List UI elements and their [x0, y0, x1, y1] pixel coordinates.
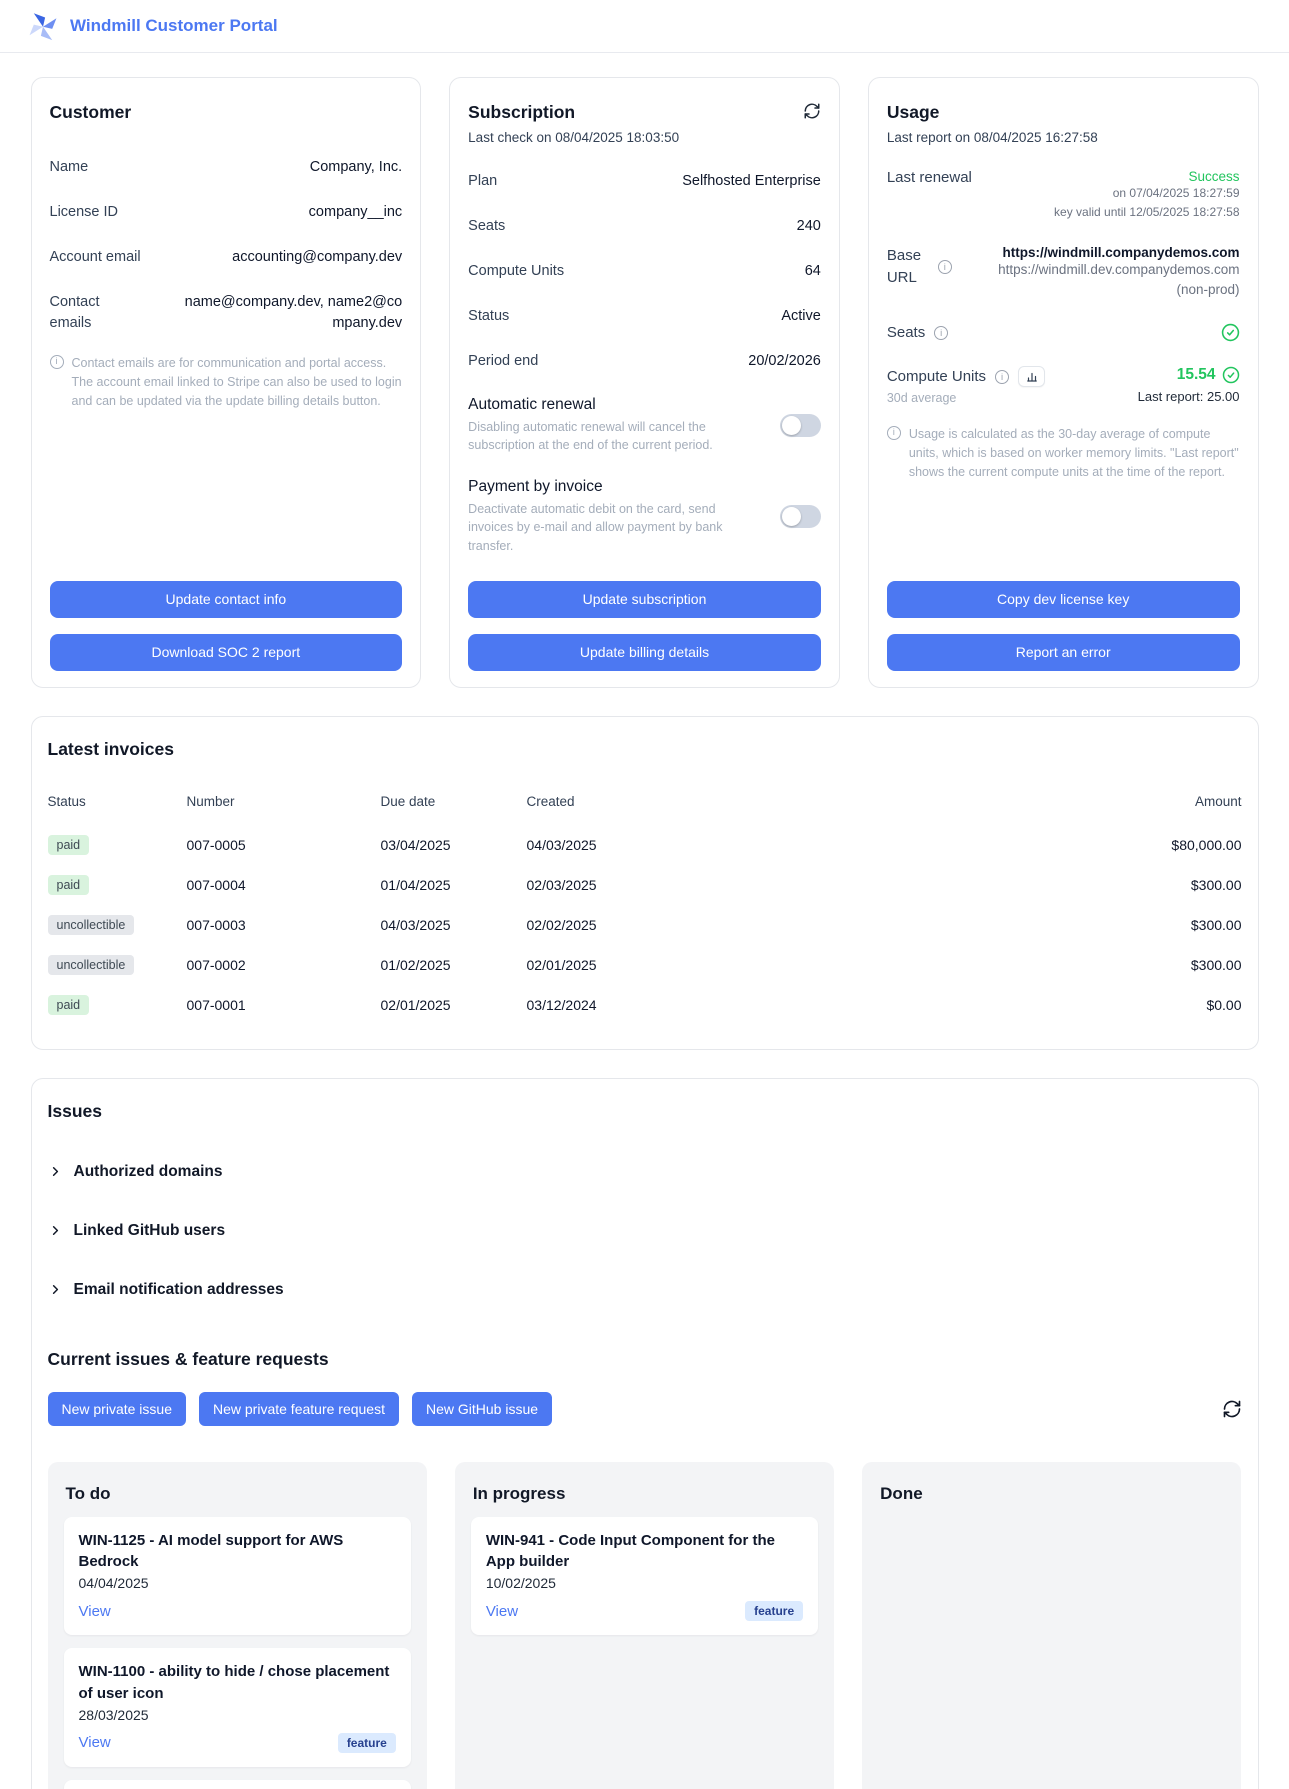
col-amount: Amount	[1194, 793, 1242, 809]
renewal-status: Success	[1188, 169, 1240, 184]
seats-usage-row: Seats i	[887, 323, 1240, 342]
new-github-issue-button[interactable]: New GitHub issue	[411, 1391, 553, 1426]
usage-note: i Usage is calculated as the 30-day aver…	[886, 425, 1240, 481]
issues-title: Issues	[47, 1100, 102, 1121]
automatic-renewal-row: Automatic renewal Disabling automatic re…	[468, 396, 821, 454]
base-url-row: Base URL i https://windmill.companydemos…	[887, 245, 1240, 299]
collapsible-linked-github-users[interactable]: Linked GitHub users	[48, 1199, 1242, 1240]
invoices-header-row: Status Number Due date Created Amount	[48, 794, 1242, 825]
info-icon: i	[995, 370, 1010, 385]
col-created: Created	[526, 793, 575, 809]
new-private-feature-request-button[interactable]: New private feature request	[199, 1391, 399, 1426]
usage-card-title: Usage	[886, 102, 940, 122]
info-icon: i	[934, 326, 949, 341]
new-private-issue-button[interactable]: New private issue	[47, 1391, 186, 1426]
base-url-secondary: https://windmill.dev.companydemos.com (n…	[998, 262, 1240, 297]
automatic-renewal-toggle[interactable]	[779, 413, 821, 437]
download-soc2-report-button[interactable]: Download SOC 2 report	[49, 633, 403, 671]
seats-ok-icon	[1221, 323, 1240, 342]
latest-invoices-card: Latest invoices Status Number Due date C…	[30, 715, 1259, 1050]
customer-row-account-email: Account email accounting@company.dev	[49, 249, 403, 266]
info-icon: i	[886, 426, 901, 441]
app-title: Windmill Customer Portal	[70, 16, 278, 35]
kanban-card[interactable]: WIN-1100 - ability to hide / chose place…	[63, 1648, 411, 1767]
invoices-title: Latest invoices	[47, 738, 174, 759]
refresh-issues-icon[interactable]	[1222, 1399, 1242, 1419]
collapsible-email-notification-addresses[interactable]: Email notification addresses	[48, 1258, 1242, 1299]
last-renewal-row: Last renewal Success on 07/04/2025 18:27…	[886, 169, 1240, 219]
table-row: paid 007-0005 03/04/2025 04/03/2025 $80,…	[47, 825, 1242, 865]
compute-units-last-report: Last report: 25.00	[1137, 389, 1240, 405]
report-an-error-button[interactable]: Report an error	[886, 633, 1240, 671]
col-due-date: Due date	[380, 793, 436, 809]
view-issue-link[interactable]: View	[78, 1734, 111, 1752]
kanban-card[interactable]: WIN-1095 - Custom URLs for HTTP routes. …	[63, 1779, 411, 1789]
top-bar: Windmill Customer Portal	[0, 0, 1289, 53]
customer-row-license: License ID company__inc	[49, 204, 403, 221]
payment-by-invoice-row: Payment by invoice Deactivate automatic …	[468, 478, 821, 554]
issue-actions-row: New private issue New private feature re…	[47, 1391, 1242, 1426]
windmill-logo-icon	[26, 9, 60, 43]
status-badge: uncollectible	[47, 914, 135, 935]
customer-card: Customer Name Company, Inc. License ID c…	[30, 77, 422, 688]
issues-board: To do WIN-1125 - AI model support for AW…	[47, 1461, 1242, 1789]
payment-by-invoice-toggle[interactable]	[779, 505, 821, 529]
invoices-table: Status Number Due date Created Amount pa…	[47, 794, 1242, 1025]
subscription-row-status: Status Active	[468, 308, 821, 325]
status-badge: paid	[47, 874, 90, 895]
compute-units-ok-icon	[1222, 366, 1240, 384]
customer-row-name: Name Company, Inc.	[49, 159, 403, 175]
table-row: uncollectible 007-0002 01/02/2025 02/01/…	[47, 945, 1242, 985]
subscription-row-plan: Plan Selfhosted Enterprise	[468, 173, 821, 189]
customer-row-contact-emails: Contact emails name@company.dev, name2@c…	[49, 294, 403, 332]
subscription-row-compute-units: Compute Units 64	[468, 263, 821, 280]
issues-card: Issues Authorized domains Linked GitHub …	[30, 1077, 1259, 1789]
usage-card: Usage Last report on 08/04/2025 16:27:58…	[867, 77, 1259, 688]
compute-units-usage-row: Compute Units i 30d average 15.54	[886, 366, 1240, 406]
update-subscription-button[interactable]: Update subscription	[468, 580, 821, 618]
table-row: paid 007-0004 01/04/2025 02/03/2025 $300…	[47, 865, 1242, 905]
table-row: paid 007-0001 02/01/2025 03/12/2024 $0.0…	[47, 985, 1242, 1025]
subscription-card-title: Subscription	[468, 102, 576, 122]
subscription-row-seats: Seats 240	[468, 218, 821, 235]
subscription-row-period-end: Period end 20/02/2026	[468, 353, 821, 370]
collapsible-authorized-domains[interactable]: Authorized domains	[48, 1140, 1242, 1181]
usage-last-report: Last report on 08/04/2025 16:27:58	[886, 130, 1098, 145]
status-badge: paid	[47, 834, 90, 855]
kanban-card[interactable]: WIN-941 - Code Input Component for the A…	[470, 1516, 819, 1636]
status-badge: paid	[47, 994, 90, 1015]
table-row: uncollectible 007-0003 04/03/2025 02/02/…	[47, 905, 1242, 945]
update-contact-info-button[interactable]: Update contact info	[49, 580, 403, 618]
info-icon: i	[937, 260, 952, 275]
summary-cards-row: Customer Name Company, Inc. License ID c…	[30, 77, 1259, 688]
chevron-right-icon	[52, 1285, 58, 1295]
compute-units-chart-button[interactable]	[1018, 366, 1046, 388]
compute-units-subnote: 30d average	[886, 391, 957, 406]
kanban-column-done: Done	[862, 1461, 1242, 1789]
compute-units-value: 15.54	[1176, 366, 1216, 384]
feature-tag: feature	[337, 1732, 396, 1753]
kanban-column-todo: To do WIN-1125 - AI model support for AW…	[47, 1461, 427, 1789]
info-icon: i	[49, 355, 64, 370]
subscription-card: Subscription Last check on 08/04/2025 18…	[449, 77, 840, 688]
kanban-card[interactable]: WIN-1125 - AI model support for AWS Bedr…	[63, 1516, 411, 1636]
chevron-right-icon	[52, 1226, 58, 1236]
chevron-right-icon	[52, 1167, 58, 1177]
copy-dev-license-key-button[interactable]: Copy dev license key	[886, 580, 1240, 618]
view-issue-link[interactable]: View	[78, 1602, 111, 1620]
col-status: Status	[47, 793, 86, 809]
feature-tag: feature	[745, 1601, 804, 1622]
customer-note: i Contact emails are for communication a…	[49, 354, 403, 410]
kanban-column-in-progress: In progress WIN-941 - Code Input Compone…	[454, 1461, 835, 1789]
customer-card-title: Customer	[49, 102, 132, 122]
view-issue-link[interactable]: View	[485, 1602, 519, 1620]
base-url-primary: https://windmill.companydemos.com	[1002, 245, 1240, 261]
status-badge: uncollectible	[47, 954, 135, 975]
update-billing-details-button[interactable]: Update billing details	[468, 633, 821, 671]
refresh-subscription-icon[interactable]	[803, 102, 821, 120]
current-issues-heading: Current issues & feature requests	[47, 1348, 329, 1369]
subscription-last-check: Last check on 08/04/2025 18:03:50	[468, 130, 680, 145]
col-number: Number	[186, 793, 235, 809]
